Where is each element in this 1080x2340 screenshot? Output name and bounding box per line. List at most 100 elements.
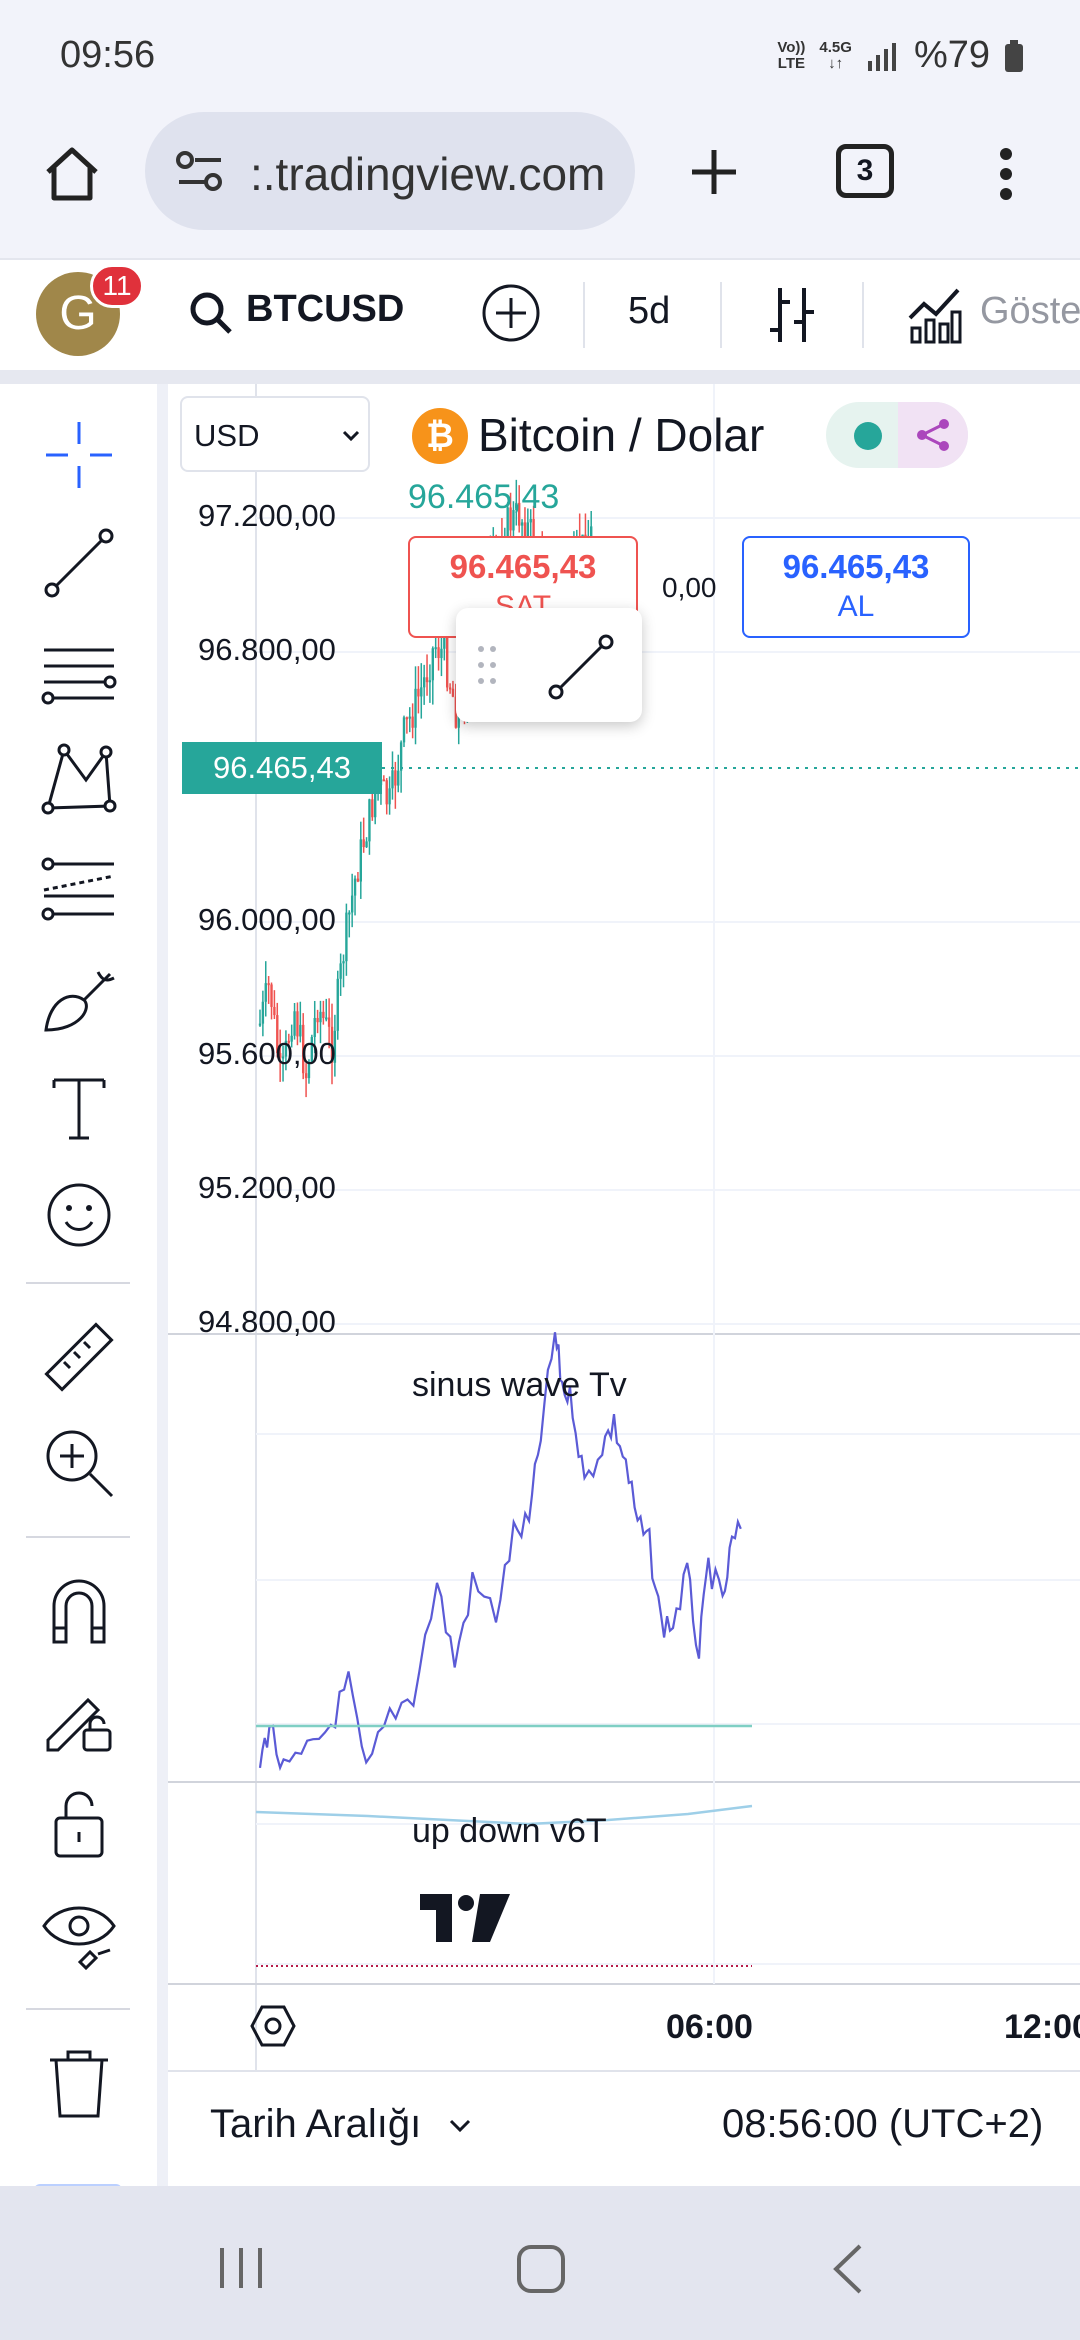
- unlock-icon[interactable]: [40, 1784, 118, 1862]
- buy-button[interactable]: 96.465,43 AL: [742, 536, 970, 638]
- candle-body: [425, 677, 429, 683]
- chevron-down-icon: [342, 430, 360, 442]
- more-vertical-icon[interactable]: [996, 146, 1016, 202]
- candle-body: [506, 507, 509, 548]
- candle-body: [420, 687, 423, 697]
- eye-icon[interactable]: [40, 1892, 118, 1970]
- magnet-icon[interactable]: [40, 1570, 118, 1648]
- candle-body: [520, 522, 524, 526]
- candle-body: [296, 1011, 299, 1037]
- interval-button[interactable]: 5d: [628, 290, 671, 332]
- candle-body: [362, 839, 365, 848]
- status-bar: 09:56 Vo)) LTE 4.5G ↓↑ %79: [0, 0, 1080, 110]
- settings-hexagon-icon[interactable]: [250, 2004, 296, 2048]
- lock-drawings-pencil-icon[interactable]: [40, 1680, 118, 1758]
- chart-canvas[interactable]: [168, 384, 1080, 2186]
- candle-body: [273, 1006, 276, 1016]
- bitcoin-logo-icon: ₿: [412, 408, 468, 464]
- sell-price: 96.465,43: [449, 548, 597, 585]
- time-axis-label: 12:00: [1004, 2008, 1080, 2046]
- indicator-1-name[interactable]: sinus wave Tv: [412, 1366, 627, 1404]
- candle-body: [515, 502, 518, 511]
- candle-body: [278, 1053, 282, 1058]
- candle-body: [408, 716, 411, 719]
- candlestick-chart-type-icon[interactable]: [766, 282, 818, 348]
- new-tab-icon[interactable]: [688, 146, 740, 198]
- drawing-toolbar: [0, 384, 157, 2194]
- candle-body: [509, 507, 512, 531]
- fib-retracement-icon[interactable]: [40, 634, 118, 712]
- candle-body: [518, 502, 521, 526]
- symbol-search[interactable]: BTCUSD: [246, 288, 405, 330]
- candle-body: [284, 1040, 288, 1057]
- volte-icon: Vo)) LTE: [777, 38, 806, 72]
- toolbar-divider: [26, 2008, 130, 2010]
- candle-body: [422, 677, 426, 688]
- candle-body: [339, 963, 342, 979]
- emoji-icon[interactable]: [40, 1176, 118, 1254]
- footer-divider: [168, 2070, 1080, 2072]
- text-tool-icon[interactable]: [40, 1068, 118, 1146]
- pattern-icon[interactable]: [40, 740, 118, 818]
- candle-body: [374, 791, 377, 818]
- candle-body: [319, 1011, 322, 1023]
- market-status-pill[interactable]: [826, 402, 968, 468]
- candle-body: [417, 688, 420, 697]
- candle-body: [261, 1001, 265, 1024]
- currency-select-value: USD: [194, 418, 260, 453]
- indicators-icon[interactable]: [906, 284, 962, 344]
- candle-body: [388, 788, 391, 805]
- candle-body: [348, 912, 351, 915]
- candle-body: [304, 1073, 308, 1079]
- candle-body: [290, 1035, 293, 1042]
- candle-body: [353, 878, 357, 896]
- crosshair-icon[interactable]: [40, 416, 118, 494]
- signal-icon: [867, 42, 896, 71]
- candle-body: [299, 1024, 302, 1037]
- candle-body: [385, 780, 388, 805]
- drag-handle-icon[interactable]: [476, 644, 498, 686]
- header-separator: [0, 370, 1080, 384]
- home-icon[interactable]: [40, 142, 104, 206]
- indicators-label[interactable]: Göste: [980, 290, 1080, 332]
- candle-body: [281, 1056, 285, 1059]
- candle-body: [526, 522, 530, 543]
- market-open-dot: [854, 422, 882, 450]
- buy-price: 96.465,43: [782, 548, 930, 585]
- site-settings-icon[interactable]: [175, 148, 225, 194]
- candle-body: [276, 1015, 279, 1054]
- current-price-tag: 96.465,43: [182, 742, 382, 794]
- candle-body: [440, 648, 443, 659]
- date-range-button[interactable]: Tarih Aralığı: [210, 2102, 422, 2146]
- system-navigation-bar: [0, 2186, 1080, 2340]
- home-nav-icon[interactable]: [516, 2244, 566, 2294]
- candle-body: [437, 647, 440, 659]
- floating-drawing-toolbar[interactable]: [456, 608, 642, 722]
- trash-icon[interactable]: [40, 2044, 118, 2122]
- candle-body: [307, 1062, 311, 1079]
- trend-line-icon[interactable]: [40, 524, 118, 602]
- back-icon[interactable]: [830, 2242, 866, 2296]
- candle-body: [270, 984, 273, 1007]
- indicator-2-name[interactable]: up down v6T: [412, 1812, 607, 1850]
- candle-body: [431, 648, 434, 681]
- status-time: 09:56: [60, 34, 156, 76]
- recent-apps-icon[interactable]: [216, 2244, 266, 2292]
- compare-symbol-icon[interactable]: [480, 282, 542, 344]
- tab-switcher-button[interactable]: 3: [836, 144, 894, 198]
- zoom-in-icon[interactable]: [40, 1424, 118, 1502]
- forecast-icon[interactable]: [40, 850, 118, 928]
- chevron-down-icon[interactable]: [448, 2118, 472, 2134]
- trend-line-icon[interactable]: [546, 632, 616, 702]
- battery-icon: [1005, 39, 1023, 72]
- address-bar[interactable]: :.tradingview.com: [145, 112, 635, 230]
- currency-select[interactable]: USD: [180, 396, 370, 472]
- candle-body: [356, 878, 360, 882]
- brush-icon[interactable]: [40, 960, 118, 1038]
- tradingview-logo-icon: [420, 1894, 510, 1942]
- candle-body: [523, 522, 527, 543]
- search-icon[interactable]: [188, 290, 234, 336]
- chart-clock[interactable]: 08:56:00 (UTC+2): [722, 2102, 1044, 2146]
- ruler-icon[interactable]: [40, 1318, 118, 1396]
- chart-panel[interactable]: USD 97.200,00 96.800,00 96.000,00 95.600…: [168, 384, 1080, 2186]
